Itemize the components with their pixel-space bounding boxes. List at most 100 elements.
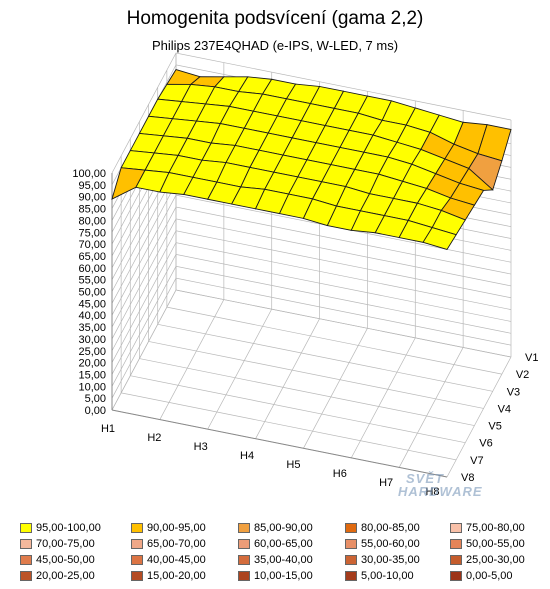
legend-label: 35,00-40,00 — [254, 554, 313, 566]
z-tick-label: 10,00 — [78, 381, 106, 393]
watermark-logo: SVĚT HARDWARE — [396, 470, 483, 506]
legend-label: 85,00-90,00 — [254, 522, 313, 534]
gridline-floor — [111, 289, 177, 411]
gridline-floor — [446, 356, 512, 478]
h-axis-label: H6 — [333, 468, 347, 480]
v-axis-label: V4 — [498, 403, 511, 415]
legend-label: 5,00-10,00 — [361, 570, 414, 582]
z-tick-label: 95,00 — [78, 180, 106, 192]
legend-swatch — [131, 571, 143, 581]
z-tick-label: 100,00 — [72, 168, 106, 180]
legend-label: 80,00-85,00 — [361, 522, 420, 534]
legend-swatch — [345, 523, 357, 533]
gridline-floor — [139, 358, 475, 426]
gridline-floor — [207, 308, 273, 430]
chart-title: Homogenita podsvícení (gama 2,2) — [126, 8, 424, 29]
gridline-floor — [130, 375, 466, 444]
h-axis-label: H7 — [379, 477, 393, 489]
gridline-floor — [157, 323, 493, 392]
surface-cell — [422, 227, 457, 251]
h-axis-label: H5 — [286, 459, 300, 471]
z-tick-label: 65,00 — [78, 251, 106, 263]
z-tick-label: 20,00 — [78, 358, 106, 370]
legend-swatch — [131, 523, 143, 533]
z-tick-label: 60,00 — [78, 263, 106, 275]
z-tick-label: 80,00 — [78, 215, 106, 227]
watermark-line1: SVĚT — [406, 471, 444, 486]
legend-swatch — [238, 555, 250, 565]
z-tick-label: 85,00 — [78, 204, 106, 216]
legend-label: 25,00-30,00 — [466, 554, 525, 566]
legend-label: 60,00-65,00 — [254, 538, 313, 550]
z-tick-label: 35,00 — [78, 322, 106, 334]
legend-swatch — [450, 523, 462, 533]
legend-swatch — [238, 523, 250, 533]
gridline-floor — [398, 347, 464, 468]
h-axis-label: H4 — [240, 450, 254, 462]
v-axis-label: V8 — [461, 472, 474, 484]
z-tick-label: 30,00 — [78, 334, 106, 346]
axis-h — [111, 409, 448, 478]
legend-swatch — [238, 539, 250, 549]
legend-swatch — [20, 539, 32, 549]
h-axis-labels: H1 H2 H3 H4 H5 H6 H7 H8 — [101, 423, 440, 498]
z-tick-label: 25,00 — [78, 346, 106, 358]
legend-label: 45,00-50,00 — [36, 554, 95, 566]
legend-swatch — [131, 555, 143, 565]
h-axis-label: H8 — [425, 486, 439, 498]
legend-label: 15,00-20,00 — [147, 570, 206, 582]
gridline-floor — [166, 306, 502, 375]
legend-label: 70,00-75,00 — [36, 538, 95, 550]
v-axis-label: V3 — [507, 386, 520, 398]
z-tick-label: 75,00 — [78, 227, 106, 239]
surface-mesh — [111, 69, 512, 251]
chart-subtitle: Philips 237E4QHAD (e-IPS, W-LED, 7 ms) — [151, 38, 399, 53]
legend-swatch — [20, 571, 32, 581]
z-tick-label: 40,00 — [78, 310, 106, 322]
z-tick-label: 70,00 — [78, 239, 106, 251]
legend-label: 20,00-25,00 — [36, 570, 95, 582]
h-axis-label: H1 — [101, 423, 115, 435]
z-tick-label: 15,00 — [78, 369, 106, 381]
legend-swatch — [345, 571, 357, 581]
legend-label: 90,00-95,00 — [147, 522, 206, 534]
legend-label: 50,00-55,00 — [466, 538, 525, 550]
legend-swatch — [345, 539, 357, 549]
gridline-floor — [175, 289, 512, 358]
legend-label: 75,00-80,00 — [466, 522, 525, 534]
legend-swatch — [20, 523, 32, 533]
gridline-floor — [350, 337, 416, 459]
legend-label: 40,00-45,00 — [147, 554, 206, 566]
legend-swatch — [450, 555, 462, 565]
gridline-floor — [159, 299, 225, 420]
watermark-line2: HARDWARE — [398, 484, 483, 499]
z-tick-label: 5,00 — [85, 393, 106, 405]
gridline-floor — [255, 318, 320, 439]
legend-swatch — [238, 571, 250, 581]
z-tick-label: 0,00 — [85, 405, 106, 417]
legend-label: 95,00-100,00 — [36, 522, 101, 534]
z-tick-label: 50,00 — [78, 287, 106, 299]
z-tick-label: 45,00 — [78, 298, 106, 310]
v-axis-label: V7 — [470, 455, 483, 467]
z-tick-label: 90,00 — [78, 192, 106, 204]
legend-swatch — [131, 539, 143, 549]
legend-label: 55,00-60,00 — [361, 538, 420, 550]
gridline-floor — [303, 328, 368, 449]
legend-swatch — [20, 555, 32, 565]
v-axis-label: V1 — [525, 352, 538, 364]
v-axis-labels: V1 V2 V3 V4 V5 V6 V7 V8 — [461, 352, 538, 484]
legend-swatch — [450, 539, 462, 549]
v-axis-label: V5 — [488, 421, 501, 433]
h-axis-label: H3 — [194, 441, 208, 453]
gridline-floor — [121, 392, 457, 461]
legend-label: 30,00-35,00 — [361, 554, 420, 566]
legend-label: 10,00-15,00 — [254, 570, 313, 582]
gridline-floor — [148, 341, 484, 409]
legend-swatch — [450, 571, 462, 581]
legend-label: 65,00-70,00 — [147, 538, 206, 550]
z-tick-label: 55,00 — [78, 275, 106, 287]
z-axis-ticks: 0,005,0010,0015,0020,0025,0030,0035,0040… — [72, 168, 106, 417]
